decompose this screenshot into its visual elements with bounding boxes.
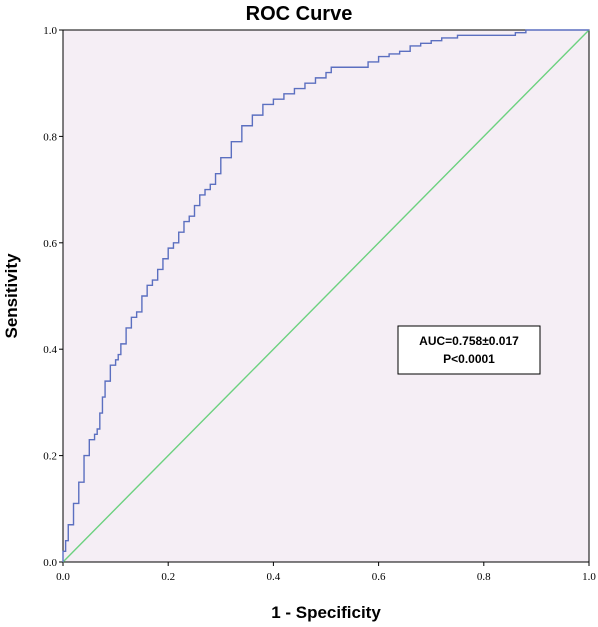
y-tick-label: 0.8 bbox=[43, 131, 57, 143]
x-tick-label: 0.4 bbox=[267, 571, 281, 583]
reference-diagonal-line bbox=[62, 29, 590, 563]
roc-curve-line bbox=[62, 29, 589, 562]
x-axis-label: 1 - Specificity bbox=[271, 603, 381, 622]
x-tick-label: 0.6 bbox=[372, 571, 386, 583]
x-tick-label: 0.0 bbox=[56, 571, 70, 583]
chart-title: ROC Curve bbox=[246, 3, 353, 25]
x-tick-label: 0.8 bbox=[477, 571, 491, 583]
auc-text: AUC=0.758±0.017 bbox=[419, 334, 519, 348]
p-value-text: P<0.0001 bbox=[443, 352, 495, 366]
annotation-box: AUC=0.758±0.017 P<0.0001 bbox=[397, 325, 541, 375]
y-tick-label: 0.4 bbox=[43, 344, 57, 356]
y-axis: 0.0 0.2 0.4 0.6 0.8 1.0 bbox=[43, 25, 63, 569]
annotation-frame bbox=[397, 325, 541, 375]
y-tick-label: 1.0 bbox=[43, 25, 57, 37]
x-tick-label: 1.0 bbox=[582, 571, 596, 583]
y-tick-label: 0.6 bbox=[43, 238, 57, 250]
y-axis-label: Sensitivity bbox=[2, 253, 21, 339]
y-tick-label: 0.0 bbox=[43, 557, 57, 569]
y-tick-label: 0.2 bbox=[43, 451, 57, 463]
x-axis: 0.0 0.2 0.4 0.6 0.8 1.0 bbox=[56, 562, 596, 583]
x-tick-label: 0.2 bbox=[161, 571, 175, 583]
series-layer bbox=[62, 29, 590, 563]
